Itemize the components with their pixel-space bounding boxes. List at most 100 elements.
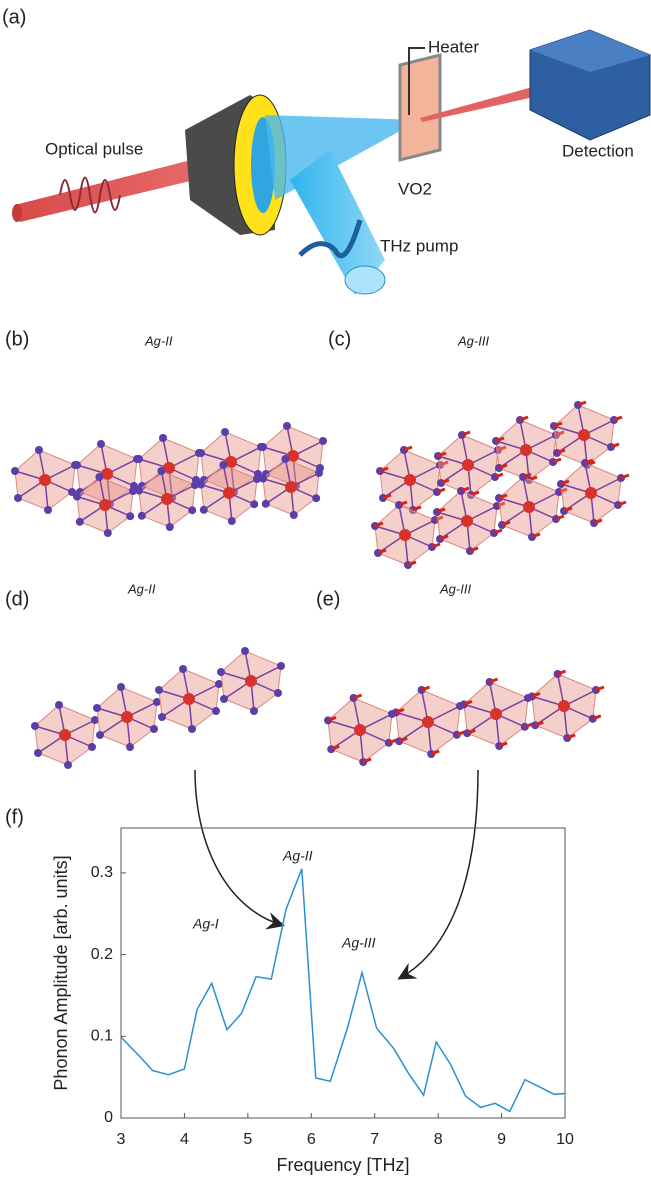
oxygen-atom xyxy=(64,761,72,769)
optical-pulse-label: Optical pulse xyxy=(45,139,143,158)
oxygen-atom xyxy=(274,689,282,697)
oxygen-atom xyxy=(157,467,165,475)
oxygen-atom xyxy=(104,529,112,537)
x-tick-label: 8 xyxy=(434,1131,443,1148)
oxygen-atom xyxy=(158,713,166,721)
x-tick-label: 4 xyxy=(180,1131,189,1148)
oxygen-atom xyxy=(14,494,22,502)
oxygen-atom xyxy=(11,467,19,475)
oxygen-atom xyxy=(188,725,196,733)
vanadium-atom xyxy=(462,459,474,471)
oxygen-atom xyxy=(138,512,146,520)
plot-frame xyxy=(121,828,565,1118)
vo2-label: VO2 xyxy=(398,179,432,198)
oxygen-atom xyxy=(259,443,267,451)
oxygen-atom xyxy=(73,493,81,501)
oxygen-atom xyxy=(179,665,187,673)
oxygen-atom xyxy=(315,469,323,477)
panel-label: (f) xyxy=(5,806,24,828)
oxygen-atom xyxy=(76,518,84,526)
oxygen-atom xyxy=(155,686,163,694)
oxygen-atom xyxy=(197,481,205,489)
oxygen-atom xyxy=(117,683,125,691)
oxygen-atom xyxy=(241,647,249,655)
oxygen-atom xyxy=(44,506,52,514)
oxygen-atom xyxy=(135,487,143,495)
peak-annotation: Ag-II xyxy=(282,848,313,864)
vanadium-atom xyxy=(399,529,411,541)
vanadium-atom xyxy=(121,711,133,723)
oxygen-atom xyxy=(290,511,298,519)
figure: (a) Heater Detection Optical pulse VO2 T… xyxy=(0,0,651,1178)
oxygen-atom xyxy=(31,722,39,730)
oxygen-atom xyxy=(88,743,96,751)
oxygen-atom xyxy=(97,440,105,448)
vanadium-atom xyxy=(354,724,366,736)
oxygen-atom xyxy=(220,695,228,703)
vanadium-atom xyxy=(585,487,597,499)
oxygen-atom xyxy=(135,455,143,463)
vo2-sample xyxy=(400,55,440,160)
y-tick-label: 0.2 xyxy=(91,946,113,963)
vanadium-atom xyxy=(578,429,590,441)
oxygen-atom xyxy=(259,475,267,483)
mode-label: Ag-II xyxy=(127,581,156,596)
oxygen-atom xyxy=(200,506,208,514)
oxygen-atom xyxy=(212,707,220,715)
panel-label: (d) xyxy=(5,588,29,610)
panel-label: (a) xyxy=(2,6,26,28)
oxygen-atom xyxy=(219,461,227,469)
oxygen-atom xyxy=(188,506,196,514)
oxygen-atom xyxy=(126,743,134,751)
x-axis-title: Frequency [THz] xyxy=(276,1155,409,1175)
thz-pump-label: THz pump xyxy=(380,236,458,255)
oxygen-atom xyxy=(73,461,81,469)
mode-label: Ag-III xyxy=(439,581,471,596)
x-tick-label: 10 xyxy=(556,1131,574,1148)
oxygen-atom xyxy=(217,668,225,676)
oxygen-atom xyxy=(277,662,285,670)
mode-label: Ag-II xyxy=(144,333,173,348)
vanadium-atom xyxy=(39,474,51,486)
oxygen-atom xyxy=(35,446,43,454)
peak-annotation: Ag-III xyxy=(341,935,376,951)
vanadium-atom xyxy=(223,487,235,499)
y-tick-label: 0.3 xyxy=(91,864,113,881)
oxygen-atom xyxy=(93,704,101,712)
vanadium-atom xyxy=(558,700,570,712)
panel-label: (e) xyxy=(316,588,340,610)
vanadium-atom xyxy=(523,501,535,513)
vanadium-atom xyxy=(520,444,532,456)
crystal-structures xyxy=(11,401,629,769)
oxygen-atom xyxy=(126,512,134,520)
vanadium-atom xyxy=(461,515,473,527)
oxygen-atom xyxy=(34,749,42,757)
panel-label: (c) xyxy=(328,328,351,350)
vanadium-atom xyxy=(245,675,257,687)
panel-label: (b) xyxy=(5,328,29,350)
x-tick-label: 7 xyxy=(370,1131,379,1148)
oxygen-atom xyxy=(228,517,236,525)
y-tick-label: 0 xyxy=(104,1109,113,1126)
oxygen-atom xyxy=(55,701,63,709)
vanadium-atom xyxy=(183,693,195,705)
oxygen-atom xyxy=(166,523,174,531)
oxygen-atom xyxy=(221,428,229,436)
oxygen-atom xyxy=(281,455,289,463)
y-axis-title: Phonon Amplitude [arb. units] xyxy=(51,855,71,1090)
data-line xyxy=(121,869,565,1112)
peak-annotation: Ag-I xyxy=(192,916,219,932)
beam-end xyxy=(12,204,22,222)
x-tick-label: 3 xyxy=(117,1131,126,1148)
vanadium-atom xyxy=(404,474,416,486)
vanadium-atom xyxy=(490,708,502,720)
detection-label: Detection xyxy=(562,141,634,160)
thz-end xyxy=(345,266,385,294)
x-tick-label: 9 xyxy=(497,1131,506,1148)
vanadium-atom xyxy=(285,481,297,493)
vanadium-atom xyxy=(422,716,434,728)
heater-label: Heater xyxy=(428,37,479,56)
oxygen-atom xyxy=(319,437,327,445)
vanadium-atom xyxy=(161,493,173,505)
